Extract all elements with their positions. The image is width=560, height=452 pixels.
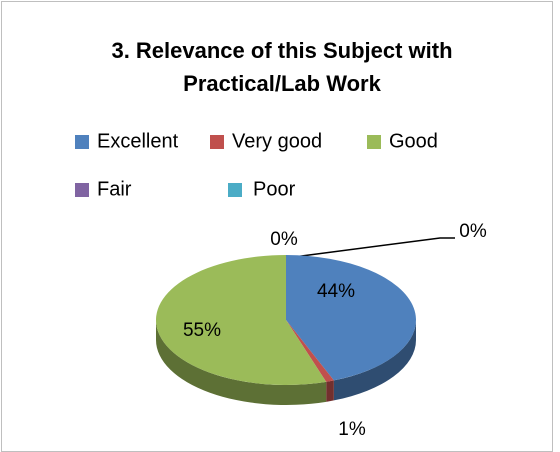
chart-title: Practical/Lab Work	[183, 71, 381, 96]
data-label: 44%	[317, 281, 355, 302]
data-label: 1%	[338, 419, 366, 440]
data-label: 55%	[183, 320, 221, 341]
legend-swatch	[75, 135, 89, 149]
legend-label: Excellent	[97, 130, 179, 152]
leader-line	[285, 237, 455, 259]
pie-side	[333, 320, 416, 401]
legend-label: Poor	[253, 178, 296, 200]
legend-label: Very good	[232, 130, 322, 152]
legend-label: Good	[389, 130, 438, 152]
pie-slice	[286, 320, 334, 382]
legend-label: Fair	[97, 178, 132, 200]
legend-swatch	[210, 135, 224, 149]
legend-swatch	[228, 183, 242, 197]
data-label: 0%	[459, 221, 487, 242]
data-label: 0%	[270, 229, 298, 250]
chart-title: 3. Relevance of this Subject with	[111, 38, 452, 63]
pie-side	[156, 320, 327, 405]
legend-swatch	[75, 183, 89, 197]
pie-slice	[155, 255, 327, 385]
pie-side	[326, 380, 334, 402]
legend-swatch	[367, 135, 381, 149]
pie-slice	[286, 255, 417, 381]
